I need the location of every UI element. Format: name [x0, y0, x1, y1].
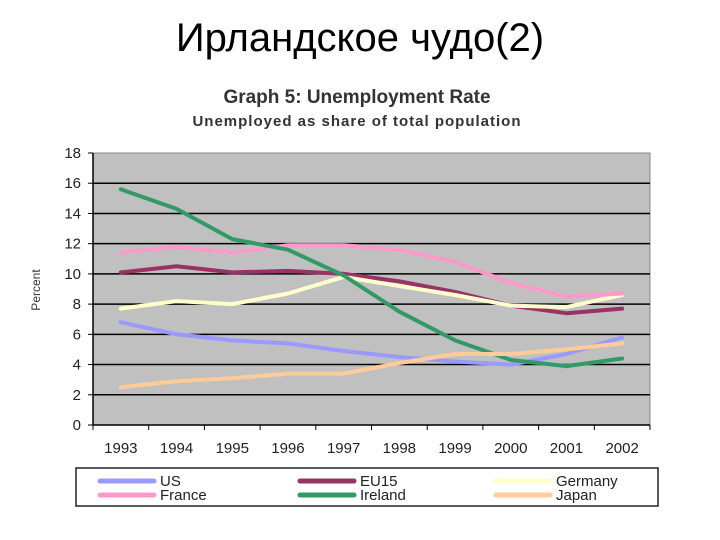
- y-axis-label: Percent: [29, 269, 43, 311]
- x-tick-label: 1995: [216, 440, 249, 457]
- y-tick-label: 10: [64, 266, 81, 283]
- x-tick-label: 2001: [550, 440, 583, 457]
- series-line-us: [118, 320, 625, 367]
- x-tick-label: 1999: [438, 440, 471, 457]
- x-tick-label: 1996: [271, 440, 304, 457]
- y-tick-label: 14: [64, 205, 81, 222]
- legend-box: [75, 467, 659, 507]
- axes: 0 2 4 6 8 10 12 14 16 18 1993 1994 1995 1996 1997 1998 1…: [64, 145, 651, 457]
- legend-label-germany: Germany: [556, 473, 618, 490]
- x-tick-label: 1993: [104, 440, 137, 457]
- series-line-france: [118, 243, 625, 299]
- y-tick-label: 4: [73, 357, 81, 374]
- chart-title: Graph 5: Unemployment Rate: [223, 87, 490, 108]
- legend-label-france: France: [160, 487, 207, 504]
- series-lines: [118, 187, 625, 390]
- x-tick-label: 1997: [327, 440, 360, 457]
- x-tick-label: 2000: [494, 440, 527, 457]
- series-line-ireland: [118, 187, 625, 369]
- legend: US EU15 Germany France Ireland Japan: [97, 473, 618, 504]
- chart-subtitle: Unemployed as share of total population: [192, 113, 521, 130]
- series-line-japan: [118, 341, 625, 390]
- y-tick-label: 16: [64, 175, 81, 192]
- series-line-germany: [118, 274, 625, 311]
- y-tick-label: 0: [73, 417, 81, 434]
- y-tick-label: 12: [64, 236, 81, 253]
- y-tick-label: 2: [73, 387, 81, 404]
- legend-label-us: US: [160, 473, 181, 490]
- legend-label-eu15: EU15: [360, 473, 398, 490]
- x-tick-label: 1994: [160, 440, 193, 457]
- plot-area: [92, 152, 651, 426]
- y-tick-label: 8: [73, 296, 81, 313]
- y-tick-label: 6: [73, 326, 81, 343]
- legend-label-japan: Japan: [556, 487, 597, 504]
- y-tick-label: 18: [64, 145, 81, 162]
- x-tick-label: 2002: [605, 440, 638, 457]
- slide-title: Ирландское чудо(2): [175, 16, 545, 60]
- x-tick-label: 1998: [383, 440, 416, 457]
- legend-label-ireland: Ireland: [360, 487, 406, 504]
- series-line-eu15: [118, 264, 625, 316]
